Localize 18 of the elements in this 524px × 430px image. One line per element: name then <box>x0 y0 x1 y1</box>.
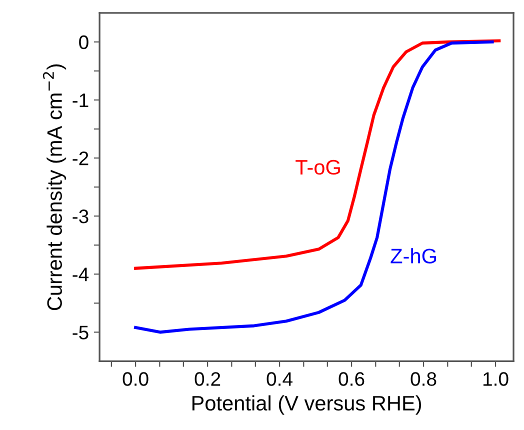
line-series <box>134 39 501 270</box>
series-label: T-oG <box>296 160 340 175</box>
x-tick-label: 0.8 <box>410 372 436 386</box>
y-tick-label: 0 <box>79 35 88 50</box>
x-tick-label: 0.6 <box>338 372 364 386</box>
y-tick-label: -5 <box>72 326 88 340</box>
y-axis-title: Current density (mA cm$^{−2}$) <box>42 64 66 310</box>
x-tick-label: 1.0 <box>483 372 508 386</box>
x-tick-label: 0.4 <box>266 372 292 386</box>
y-tick-label: -3 <box>72 210 88 224</box>
series-label: Z-hG <box>390 248 436 264</box>
x-tick-label: 0.0 <box>122 372 148 386</box>
y-tick-label: -2 <box>72 151 88 166</box>
y-tick-label: -4 <box>72 268 89 282</box>
x-tick-label: 0.2 <box>194 372 220 386</box>
y-tick-label: -1 <box>72 94 88 108</box>
line-series <box>134 40 494 334</box>
x-axis-title: Potential (V versus RHE) <box>192 395 422 415</box>
